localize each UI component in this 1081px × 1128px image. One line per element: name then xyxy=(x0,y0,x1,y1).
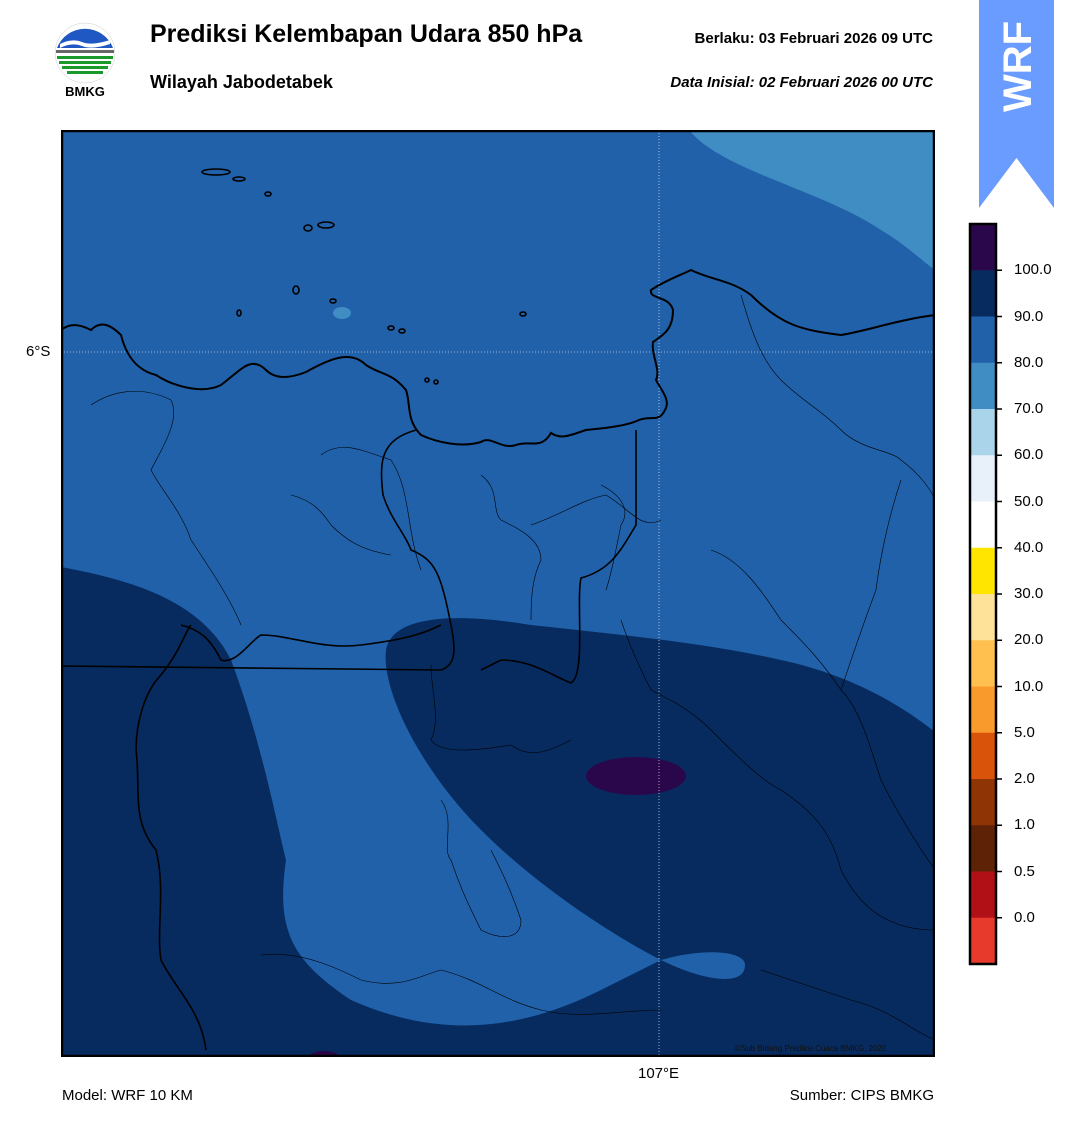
colorbar-segment xyxy=(970,270,996,317)
band-70-80 xyxy=(689,130,935,270)
colorbar-tick-label: 40.0 xyxy=(1014,538,1044,556)
colorbar-tick-label: 1.0 xyxy=(1014,816,1035,834)
colorbar-segment xyxy=(970,825,996,872)
band-100 xyxy=(586,757,686,795)
colorbar-segment xyxy=(970,409,996,456)
colorbar-tick-label: 20.0 xyxy=(1014,631,1044,649)
copyright-text: ©Sub Bidang Prediksi Cuaca BMKG, 2020 xyxy=(735,1044,887,1053)
wrf-badge: WRF xyxy=(979,0,1054,208)
province-border-west-2 xyxy=(160,624,192,676)
logo-text: BMKG xyxy=(65,84,105,99)
colorbar-segment xyxy=(970,871,996,919)
humidity-map xyxy=(61,130,935,1057)
colorbar-tick-label: 5.0 xyxy=(1014,723,1035,741)
colorbar-segment xyxy=(970,640,996,687)
colorbar-segment xyxy=(970,547,996,595)
colorbar-segment xyxy=(970,224,996,271)
colorbar-segment xyxy=(970,686,996,734)
band-70-80-island xyxy=(333,307,351,319)
colorbar xyxy=(968,222,1002,966)
band-80-90-tongue xyxy=(661,952,745,979)
latitude-label: 6°S xyxy=(26,343,51,360)
page-subtitle: Wilayah Jabodetabek xyxy=(150,72,333,92)
colorbar-tick-label: 30.0 xyxy=(1014,585,1044,602)
colorbar-tick-label: 60.0 xyxy=(1014,446,1044,464)
wrf-badge-text: WRF xyxy=(996,21,1040,112)
valid-time: Berlaku: 03 Februari 2026 09 UTC xyxy=(694,30,933,47)
model-label: Model: WRF 10 KM xyxy=(62,1087,193,1104)
colorbar-segment xyxy=(970,316,996,364)
province-border-west xyxy=(135,674,207,1051)
colorbar-tick-label: 2.0 xyxy=(1014,770,1035,787)
source-label: Sumber: CIPS BMKG xyxy=(789,1087,934,1104)
colorbar-tick-label: 90.0 xyxy=(1014,307,1044,325)
colorbar-tick-label: 100.0 xyxy=(1014,261,1052,279)
colorbar-tick-label: 0.0 xyxy=(1014,908,1035,926)
colorbar-segment xyxy=(970,455,996,502)
colorbar-tick-label: 10.0 xyxy=(1014,677,1044,695)
page-title: Prediksi Kelembapan Udara 850 hPa xyxy=(150,20,583,48)
longitude-label: 107°E xyxy=(638,1065,680,1082)
colorbar-tick-label: 80.0 xyxy=(1014,353,1044,371)
colorbar-segment xyxy=(970,362,996,410)
coastline xyxy=(61,268,935,448)
colorbar-segment xyxy=(970,732,996,780)
colorbar-tick-label: 50.0 xyxy=(1014,492,1044,510)
colorbar-segment xyxy=(970,917,996,965)
colorbar-tick-label: 0.5 xyxy=(1014,862,1035,880)
colorbar-segment xyxy=(970,501,996,549)
band-90-100 xyxy=(61,567,935,1057)
initial-data-time: Data Inisial: 02 Februari 2026 00 UTC xyxy=(670,74,933,91)
colorbar-segment xyxy=(970,594,996,641)
colorbar-tick-label: 70.0 xyxy=(1014,400,1044,417)
province-border xyxy=(61,429,455,671)
province-border-3 xyxy=(180,624,442,662)
colorbar-segment xyxy=(970,779,996,826)
bmkg-logo-icon xyxy=(54,22,116,84)
province-border-2 xyxy=(480,430,637,684)
